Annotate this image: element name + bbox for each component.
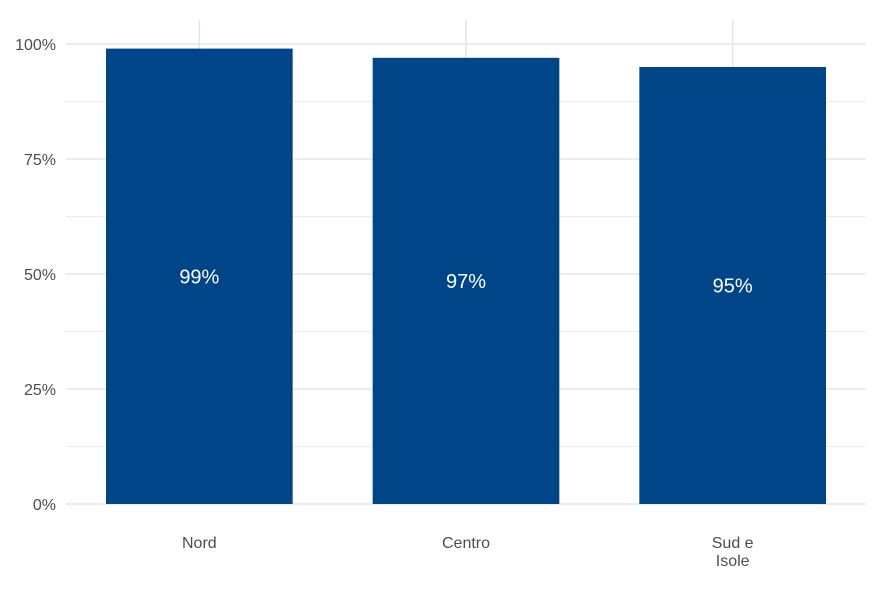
x-axis-ticks: Nord Centro Sud e Isole	[182, 535, 754, 570]
bar	[639, 67, 826, 504]
x-tick-label: Sud e Isole	[712, 535, 754, 570]
bar-value-label: 97%	[446, 271, 486, 293]
bar-value-label: 99%	[179, 266, 219, 288]
bar-value-label: 95%	[713, 276, 753, 298]
y-tick-label: 50%	[24, 267, 56, 284]
y-tick-label: 75%	[24, 152, 56, 169]
data-labels: 99% 97% 95%	[179, 266, 753, 297]
y-axis-ticks: 0% 25% 50% 75% 100%	[15, 37, 56, 514]
y-tick-label: 25%	[24, 382, 56, 399]
x-tick-label: Nord	[182, 535, 217, 552]
x-tick-label: Centro	[442, 535, 490, 552]
bar	[106, 48, 293, 504]
y-tick-label: 100%	[15, 37, 56, 54]
bar	[372, 57, 560, 505]
y-tick-label: 0%	[33, 497, 56, 514]
bar-layer	[106, 48, 826, 505]
